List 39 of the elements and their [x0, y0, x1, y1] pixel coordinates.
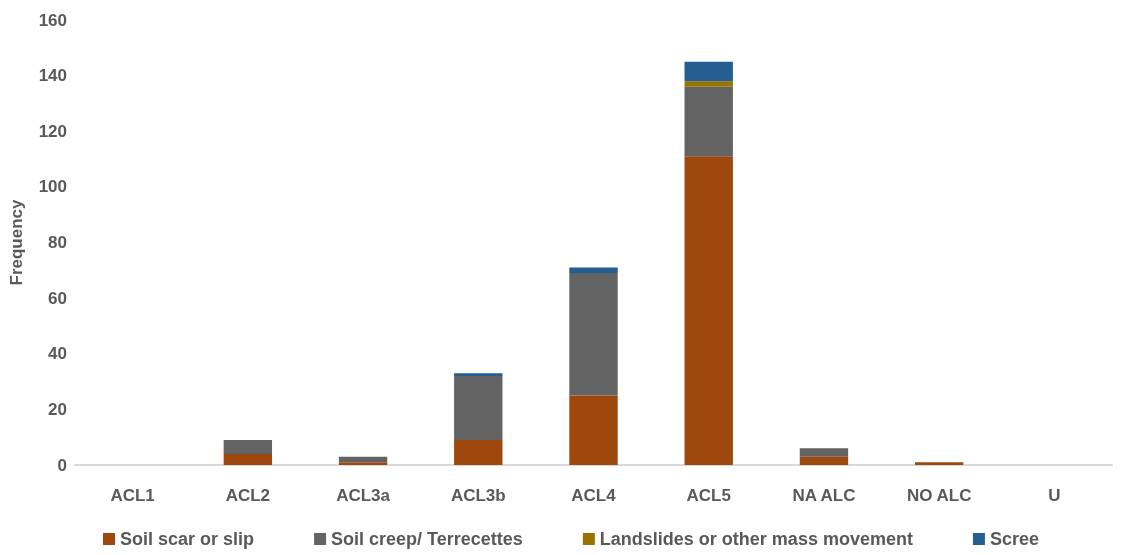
y-tick-label: 0 [57, 455, 67, 475]
y-tick-label: 100 [38, 177, 67, 197]
x-tick-label: ACL5 [686, 486, 731, 505]
legend-label: Soil creep/ Terrecettes [331, 529, 523, 549]
x-tick-label: ACL2 [225, 486, 271, 505]
legend-label: Landslides or other mass movement [599, 529, 913, 549]
bar [569, 273, 618, 396]
x-tick-label: U [1048, 486, 1061, 505]
bar [799, 456, 849, 465]
x-tick-label: ACL1 [110, 486, 155, 505]
legend-label: Scree [989, 529, 1039, 549]
y-tick-label: 40 [48, 344, 67, 364]
bar [684, 81, 733, 87]
bar [799, 448, 849, 457]
y-tick-label: 160 [38, 10, 67, 30]
y-tick-label: 60 [48, 288, 67, 308]
bar [684, 156, 733, 465]
y-tick-label: 20 [48, 399, 67, 419]
bar [914, 462, 964, 465]
bar [684, 86, 733, 157]
bar [569, 267, 618, 274]
y-tick-label: 140 [38, 66, 67, 86]
bar [684, 61, 733, 82]
bar [223, 439, 273, 454]
legend-label: Soil scar or slip [120, 529, 255, 549]
y-tick-label: 120 [38, 121, 67, 141]
bar [223, 453, 273, 465]
bar [454, 439, 503, 465]
bar [454, 373, 503, 376]
bar [569, 395, 618, 465]
x-tick-label: ACL4 [571, 486, 617, 505]
y-axis-title: Frequency [7, 198, 26, 286]
x-tick-label: ACL3a [336, 486, 391, 505]
y-tick-label: 80 [48, 233, 67, 252]
x-tick-label: NA ALC [792, 486, 856, 505]
bar [338, 462, 388, 465]
x-tick-label: NO ALC [906, 486, 972, 505]
x-tick-label: ACL3b [450, 486, 506, 505]
bar [454, 376, 503, 440]
